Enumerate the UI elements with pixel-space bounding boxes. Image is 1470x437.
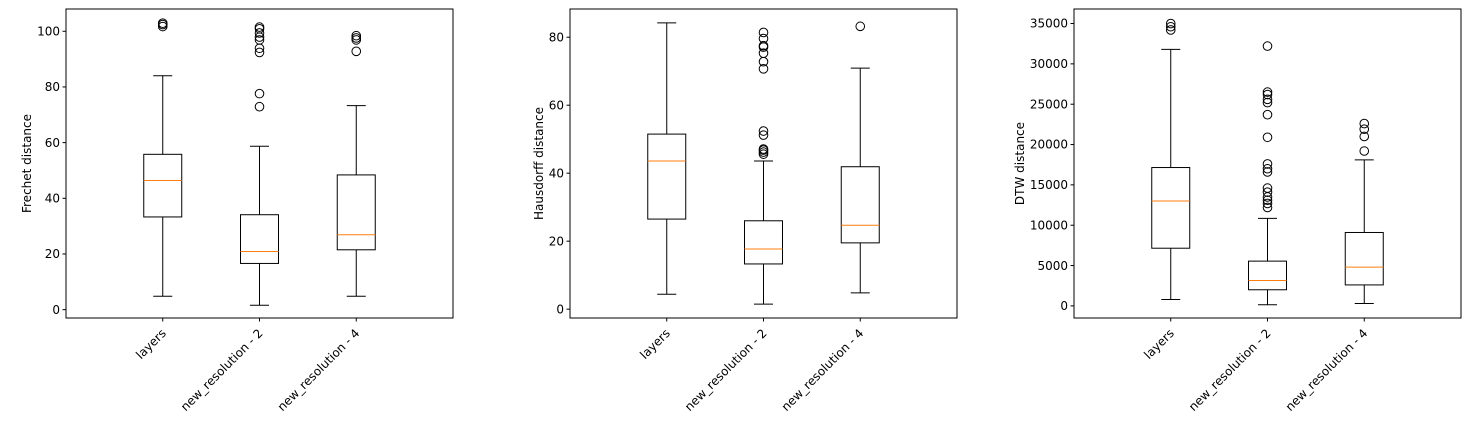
box-1	[647, 22, 687, 295]
plot-frame	[1073, 8, 1462, 319]
outlier-point	[1359, 118, 1370, 129]
box-iqr	[744, 220, 783, 265]
y-tick-label: 35000	[1030, 17, 1068, 31]
outlier-point	[1262, 198, 1273, 209]
y-axis-label: Hausdorff distance	[532, 107, 546, 220]
outlier-point	[1262, 132, 1273, 143]
outlier-point	[351, 30, 362, 41]
outlier-point	[1262, 87, 1273, 97]
y-tick-label: 80	[45, 80, 60, 94]
outlier-point	[351, 33, 362, 43]
box-iqr	[1151, 167, 1191, 249]
y-tick-label: 0	[52, 303, 60, 317]
outlier-point	[758, 144, 769, 154]
box-iqr	[840, 166, 880, 244]
box-2	[240, 22, 279, 306]
outlier-point	[254, 47, 265, 58]
x-tick-label: new_resolution - 4	[275, 326, 363, 414]
y-tick-label: 20000	[1030, 138, 1068, 152]
outlier-point	[1262, 195, 1273, 206]
x-tick-label: new_resolution - 4	[1283, 326, 1371, 414]
y-tick-label: 25000	[1030, 97, 1068, 111]
y-tick-label: 40	[45, 191, 60, 205]
box-iqr	[647, 133, 687, 220]
y-tick-label: 80	[549, 30, 564, 44]
box-iqr	[143, 153, 183, 218]
y-tick-label: 60	[549, 98, 564, 112]
outlier-point	[1262, 202, 1273, 213]
x-tick-label: layers	[133, 326, 169, 362]
outlier-point	[1262, 159, 1273, 169]
y-axis-label: DTW distance	[1013, 122, 1027, 205]
outlier-point	[1359, 131, 1370, 142]
outlier-point	[1262, 183, 1273, 193]
y-tick-label: 5000	[1037, 259, 1068, 273]
box-1	[1151, 18, 1191, 300]
outlier-point	[1165, 21, 1176, 32]
box-3	[840, 21, 880, 294]
outlier-point	[1262, 94, 1273, 105]
outlier-point	[1262, 109, 1273, 120]
box-iqr	[1248, 260, 1287, 291]
outlier-point	[1262, 97, 1273, 108]
outlier-point	[1165, 25, 1176, 35]
x-tick-label: layers	[637, 326, 673, 362]
y-tick-label: 20	[549, 234, 564, 248]
box-3	[1344, 118, 1384, 304]
outlier-point	[254, 22, 265, 32]
outlier-point	[254, 88, 265, 99]
y-tick-label: 0	[1060, 299, 1068, 313]
boxplot-panel-3: 0 5000 10000 15000 20000 25000 30000 35000 DTW d…	[1013, 8, 1462, 414]
y-tick-label: 60	[45, 136, 60, 150]
outlier-point	[855, 21, 866, 32]
x-tick-label: new_resolution - 2	[178, 326, 266, 414]
box-iqr	[1344, 231, 1384, 286]
outlier-point	[758, 40, 769, 51]
outlier-point	[351, 46, 362, 57]
x-tick-label: layers	[1141, 326, 1177, 362]
box-3	[336, 30, 376, 297]
outlier-point	[1262, 89, 1273, 100]
y-tick-label: 40	[549, 166, 564, 180]
outlier-point	[254, 28, 265, 38]
outlier-point	[1359, 124, 1370, 135]
y-tick-label: 10000	[1030, 218, 1068, 232]
outlier-point	[157, 18, 168, 28]
y-tick-label: 0	[556, 302, 564, 316]
y-tick-label: 20	[45, 247, 60, 261]
box-iqr	[336, 174, 376, 251]
x-tick-label: new_resolution - 4	[779, 326, 867, 414]
y-tick-label: 100	[37, 24, 60, 38]
outlier-point	[758, 48, 769, 58]
box-2	[1248, 41, 1287, 306]
outlier-point	[758, 64, 769, 74]
outlier-point	[1262, 41, 1273, 51]
outlier-point	[1165, 18, 1176, 29]
outlier-point	[1359, 146, 1370, 156]
outlier-point	[254, 35, 265, 45]
x-tick-label: new_resolution - 2	[1186, 326, 1274, 414]
y-axis-label: Frechet distance	[20, 114, 34, 213]
box-2	[744, 27, 783, 305]
box-1	[143, 18, 183, 297]
x-tick-label: new_resolution - 2	[682, 326, 770, 414]
outlier-point	[1262, 187, 1273, 197]
y-tick-label: 30000	[1030, 57, 1068, 71]
outlier-point	[758, 126, 769, 136]
y-tick-label: 15000	[1030, 178, 1068, 192]
outlier-point	[758, 33, 769, 44]
outlier-point	[254, 101, 265, 112]
outlier-point	[1262, 163, 1273, 174]
outlier-point	[758, 27, 769, 38]
box-iqr	[240, 214, 279, 264]
outlier-point	[758, 130, 769, 140]
outlier-point	[1262, 167, 1273, 177]
